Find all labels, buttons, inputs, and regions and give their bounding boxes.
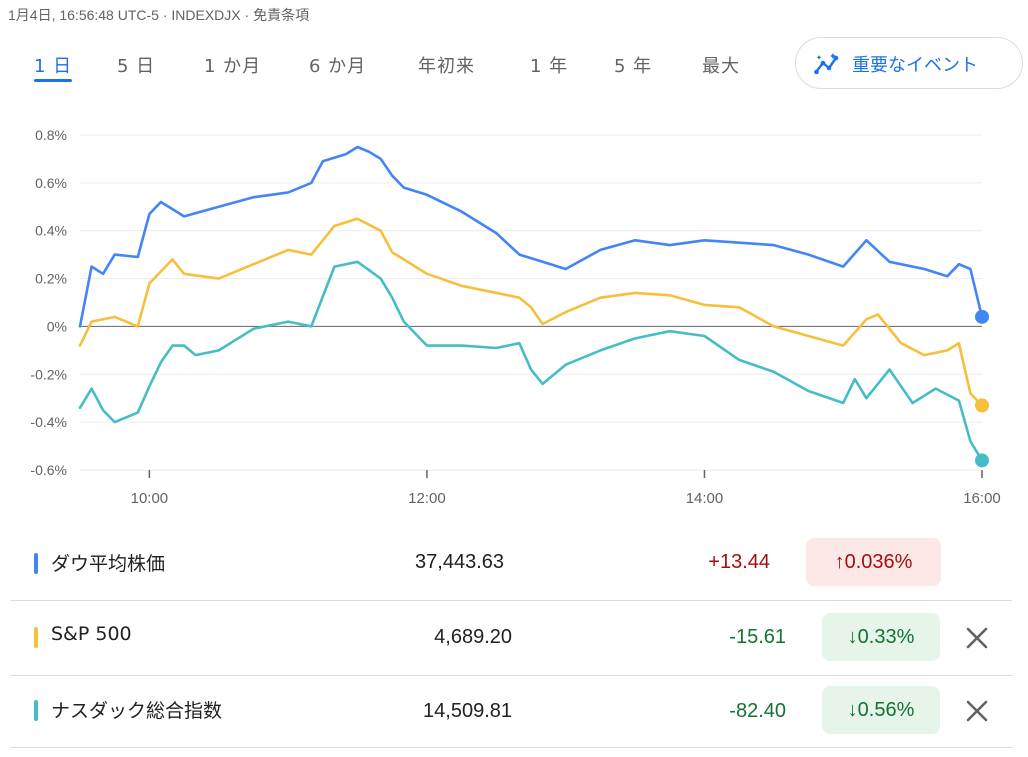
nasdaq-series-line (78, 260, 984, 462)
series-color-swatch (34, 627, 38, 648)
series-color-swatch (34, 700, 38, 721)
tab-5-years[interactable]: 5 年 (614, 56, 653, 77)
active-tab-indicator (34, 79, 72, 82)
index-value: 37,443.63 (415, 551, 504, 573)
y-tick-label: -0.6% (30, 462, 67, 478)
remove-comparison-close-icon[interactable] (963, 624, 991, 652)
tab-5-days[interactable]: 5 日 (117, 56, 156, 77)
intraday-chart[interactable]: 0.8% 0.6% 0.4% 0.2% 0% -0.2% -0.4% -0.6% 10:00 12… (0, 110, 1028, 520)
index-name: ダウ平均株価 (51, 553, 166, 575)
index-change: +13.44 (708, 551, 770, 573)
percent-change-badge: ↑0.036% (806, 538, 941, 586)
list-item-dow[interactable]: ダウ平均株価 37,443.63 +13.44 ↑0.036% (10, 528, 1012, 601)
dow-last-point (975, 309, 989, 324)
tab-1-year[interactable]: 1 年 (530, 56, 569, 77)
percent-change-badge: ↓0.56% (822, 686, 940, 734)
index-change: -82.40 (729, 700, 786, 722)
insights-icon (814, 53, 839, 75)
index-change: -15.61 (729, 626, 786, 648)
series-color-swatch (34, 553, 38, 574)
tab-max[interactable]: 最大 (702, 56, 740, 77)
nasdaq-last-point (975, 453, 989, 468)
x-tick-label: 14:00 (686, 490, 724, 507)
y-tick-label: 0.6% (35, 175, 67, 191)
index-value: 14,509.81 (423, 700, 512, 722)
percent-change-badge: ↓0.33% (822, 613, 940, 661)
tab-1-day[interactable]: 1 日 (34, 56, 73, 77)
tab-1-month[interactable]: 1 か月 (204, 56, 262, 77)
index-name: S&P 500 (51, 623, 132, 645)
sp500-series-line (78, 217, 984, 407)
list-item-sp500[interactable]: S&P 500 4,689.20 -15.61 ↓0.33% (10, 600, 1012, 674)
dow-series-line (78, 145, 984, 328)
key-events-label: 重要なイベント (852, 55, 978, 76)
quote-header: 1月4日, 16:56:48 UTC-5 · INDEXDJX · 免責条項 (8, 7, 310, 23)
tab-6-months[interactable]: 6 か月 (309, 56, 367, 77)
y-tick-label: -0.4% (30, 414, 67, 430)
list-item-nasdaq[interactable]: ナスダック総合指数 14,509.81 -82.40 ↓0.56% (10, 675, 1012, 749)
index-value: 4,689.20 (434, 626, 512, 648)
y-tick-label: 0.8% (35, 127, 67, 143)
y-tick-label: -0.2% (30, 366, 67, 382)
x-tick-label: 10:00 (131, 490, 169, 507)
remove-comparison-close-icon[interactable] (963, 697, 991, 725)
range-tabs: 1 日 5 日 1 か月 6 か月 年初来 1 年 5 年 最大 (0, 44, 790, 88)
index-name: ナスダック総合指数 (51, 700, 223, 722)
key-events-button[interactable]: 重要なイベント (795, 37, 1023, 89)
x-tick-label: 16:00 (963, 490, 1001, 507)
sp500-last-point (975, 398, 989, 413)
x-tick-label: 12:00 (408, 490, 446, 507)
y-tick-label: 0.2% (35, 271, 67, 287)
y-tick-label: 0% (47, 318, 67, 334)
y-tick-label: 0.4% (35, 223, 67, 239)
list-divider (10, 747, 1012, 748)
tab-ytd[interactable]: 年初来 (418, 56, 475, 77)
